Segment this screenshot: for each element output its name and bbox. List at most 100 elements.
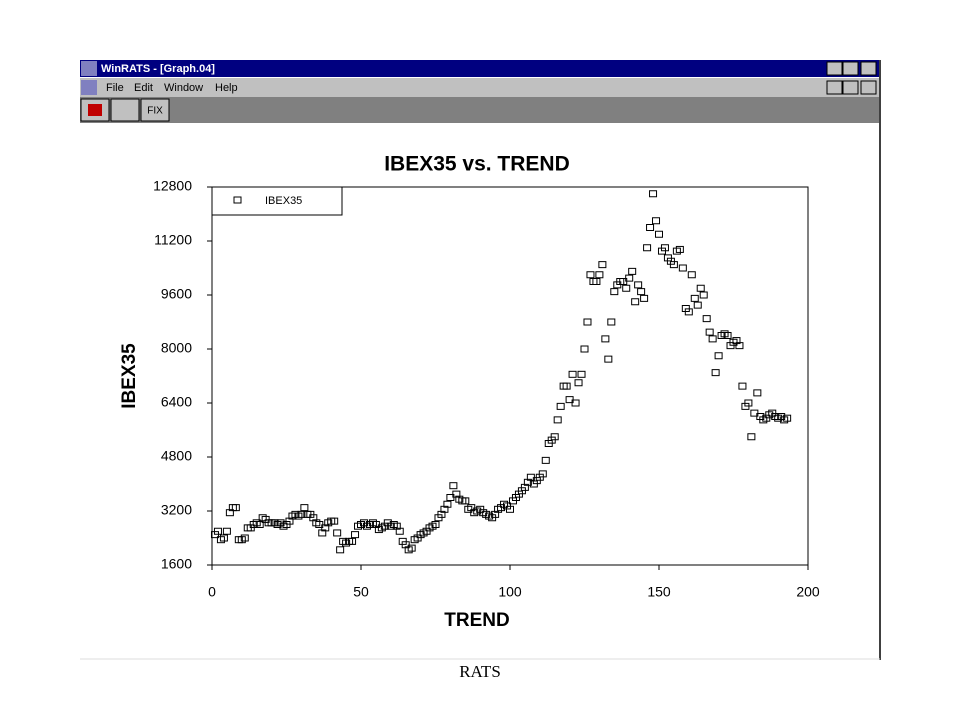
y-tick-label: 3200: [161, 502, 192, 518]
point: [407, 544, 416, 552]
point: [437, 510, 446, 518]
point: [330, 517, 339, 525]
point: [520, 483, 529, 491]
fix-button[interactable]: [140, 98, 170, 122]
point: [643, 244, 652, 252]
y-tick-label: 4800: [161, 448, 192, 464]
point: [300, 504, 309, 512]
point: [690, 294, 699, 302]
point: [443, 500, 452, 508]
point: [601, 335, 610, 343]
point: [640, 294, 649, 302]
menu-bar: [80, 78, 880, 97]
minimize-button[interactable]: [826, 61, 843, 76]
point: [646, 224, 655, 231]
point: [628, 267, 637, 275]
window: [80, 60, 880, 660]
point: [631, 298, 640, 306]
maximize-button[interactable]: [842, 61, 859, 76]
point: [625, 274, 634, 282]
maximize-button[interactable]: [842, 80, 859, 95]
point: [669, 261, 678, 269]
point: [348, 537, 357, 545]
app-icon: [81, 61, 97, 76]
doc-icon: [81, 80, 97, 95]
point: [324, 519, 333, 527]
point: [708, 335, 717, 343]
x-tick-label: 50: [353, 584, 369, 600]
point: [675, 245, 684, 253]
point: [672, 247, 681, 255]
point: [357, 521, 365, 528]
point: [431, 521, 440, 528]
title-bar: [80, 60, 880, 77]
point: [494, 505, 503, 513]
minimize-button[interactable]: [826, 80, 843, 95]
point: [595, 271, 604, 279]
point: [249, 521, 258, 528]
legend-label: IBEX35: [265, 195, 302, 207]
point: [419, 529, 428, 537]
menu-item[interactable]: Edit: [134, 82, 153, 94]
point: [693, 301, 702, 309]
point: [780, 416, 789, 424]
point: [711, 369, 720, 377]
point: [541, 456, 550, 464]
point: [634, 281, 643, 289]
point: [699, 291, 708, 299]
point: [550, 433, 559, 441]
print-button[interactable]: [110, 98, 140, 122]
y-tick-label: 9600: [161, 286, 192, 302]
point: [571, 399, 580, 407]
point: [744, 399, 753, 407]
point: [392, 522, 401, 530]
point: [720, 330, 729, 338]
point: [285, 517, 294, 525]
close-button[interactable]: [860, 61, 877, 76]
point: [473, 507, 482, 515]
point: [622, 284, 631, 292]
menu-item[interactable]: Window: [164, 82, 203, 94]
point: [774, 414, 783, 422]
menu-item[interactable]: Help: [215, 82, 238, 94]
point: [574, 379, 583, 387]
point: [538, 470, 547, 478]
point: [237, 536, 246, 544]
point: [321, 524, 330, 532]
point: [702, 315, 711, 323]
point: [297, 510, 306, 518]
point: [395, 527, 404, 535]
point: [279, 522, 288, 530]
point: [577, 370, 586, 378]
point: [452, 490, 461, 498]
point: [216, 536, 225, 544]
title-buttons: [826, 61, 877, 76]
point: [771, 413, 780, 420]
point: [732, 337, 741, 345]
point: [652, 217, 661, 225]
point: [753, 389, 762, 397]
point: [461, 497, 470, 505]
point: [428, 522, 437, 530]
point: [219, 534, 228, 542]
point: [294, 512, 303, 520]
y-tick-label: 6400: [161, 394, 192, 410]
point: [687, 271, 696, 279]
point: [607, 318, 616, 326]
point: [389, 521, 398, 528]
point: [252, 519, 261, 527]
close-button[interactable]: [860, 80, 877, 95]
menu-buttons: [826, 80, 877, 95]
point: [258, 514, 267, 522]
point: [309, 514, 318, 522]
point: [586, 271, 595, 279]
point: [583, 318, 592, 326]
point: [440, 505, 449, 513]
x-tick-label: 100: [498, 584, 522, 600]
menu-item[interactable]: File: [106, 82, 124, 94]
button-label: FIX: [147, 106, 163, 117]
point: [580, 345, 589, 353]
point: [783, 414, 792, 422]
point: [655, 230, 663, 238]
point: [231, 504, 240, 512]
